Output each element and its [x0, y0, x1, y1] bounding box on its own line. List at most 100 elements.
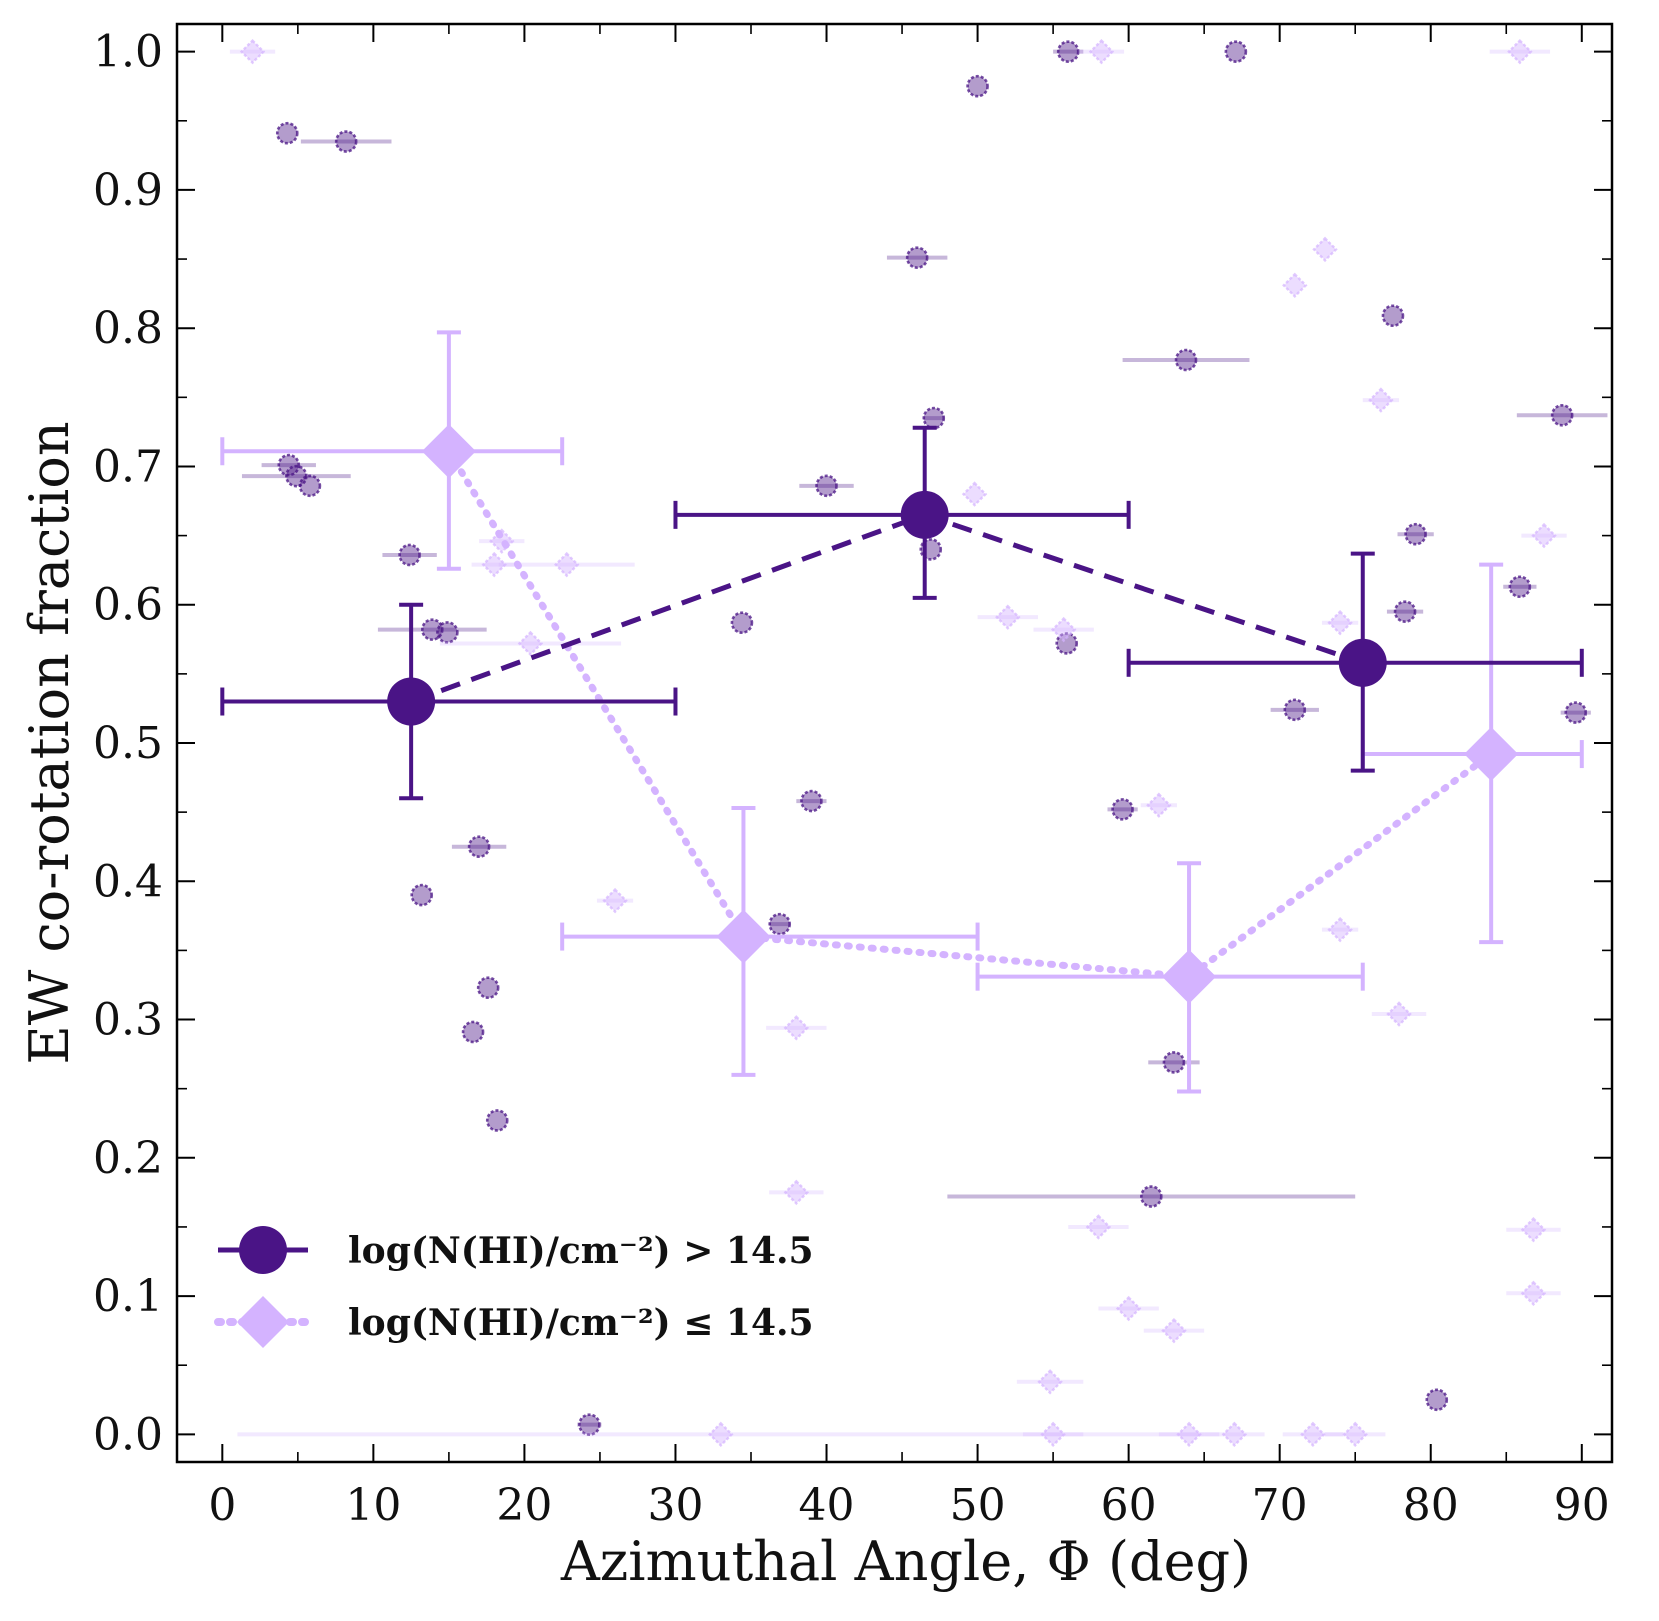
high-point: [1550, 404, 1574, 427]
legend-label-high: log(N(HI)/cm⁻²) > 14.5: [348, 1230, 814, 1272]
high-point: [1425, 1388, 1449, 1412]
low-point: [1312, 236, 1338, 263]
high-point: [334, 130, 358, 153]
low-point: [1507, 38, 1533, 65]
high-point: [1056, 40, 1080, 63]
y-tick-label: 0.3: [93, 995, 163, 1046]
high-point: [298, 474, 322, 498]
high-point: [1564, 701, 1588, 724]
high-point: [730, 611, 754, 635]
high-bin-marker: [1338, 638, 1387, 687]
high-point: [1174, 348, 1198, 372]
high-point: [1381, 304, 1405, 328]
legend-marker-low: [237, 1296, 289, 1348]
high-point: [922, 406, 946, 430]
y-tick-label: 0.7: [93, 441, 163, 492]
high-point: [1162, 1051, 1186, 1074]
high-point: [277, 453, 301, 477]
high-point: [800, 789, 823, 813]
x-tick-label: 90: [1554, 1480, 1610, 1531]
high-point: [1508, 575, 1532, 599]
x-tick-label: 60: [1101, 1480, 1157, 1531]
axis-ticks: [177, 24, 1612, 1462]
y-tick-label: 0.9: [93, 165, 163, 216]
high-point: [815, 474, 838, 498]
high-point: [966, 74, 989, 98]
low-bin-marker: [421, 424, 476, 479]
high-point: [420, 618, 444, 641]
high-point: [485, 1109, 509, 1132]
x-tick-label: 20: [496, 1480, 552, 1531]
binned-points: [220, 330, 1584, 1094]
y-tick-label: 0.5: [93, 718, 163, 769]
x-tick-label: 70: [1252, 1480, 1308, 1531]
x-tick-label: 0: [208, 1480, 236, 1531]
y-axis-title: EW co-rotation fraction: [18, 421, 81, 1064]
low-point: [1221, 1421, 1248, 1448]
x-tick-label: 30: [647, 1480, 703, 1531]
y-tick-label: 0.2: [93, 1133, 163, 1184]
x-axis-title: Azimuthal Angle, Φ (deg): [560, 1530, 1251, 1593]
legend-label-low: log(N(HI)/cm⁻²) ≤ 14.5: [348, 1302, 814, 1344]
high-bin-marker: [900, 490, 949, 539]
low-point: [1327, 916, 1353, 943]
high-point: [1139, 1185, 1163, 1208]
low-point: [1531, 522, 1557, 549]
low-point: [1342, 1421, 1368, 1448]
high-point: [398, 543, 421, 567]
low-point: [1327, 610, 1353, 636]
high-point: [436, 621, 459, 644]
low-point: [1368, 387, 1394, 413]
low-point: [1161, 1317, 1187, 1344]
low-point: [1520, 1280, 1547, 1307]
low-point: [481, 551, 507, 578]
high-point: [461, 1020, 485, 1044]
high-point: [1393, 600, 1417, 623]
low-point: [1040, 1421, 1066, 1448]
tick-labels: 0 10 20 30 40 50 60 70 80 90 0.0 0.1 0.2 0.3 0.4 0.5 0.6…: [93, 27, 1610, 1531]
low-point: [995, 604, 1021, 630]
low-point: [1520, 1217, 1547, 1243]
low-point: [1282, 272, 1308, 299]
low-point: [1088, 38, 1115, 65]
low-bin-marker: [1464, 727, 1519, 782]
high-point: [275, 121, 299, 145]
high-point: [1055, 632, 1078, 655]
low-point: [1085, 1214, 1112, 1240]
low-point: [1037, 1369, 1063, 1395]
y-tick-label: 0.4: [93, 856, 163, 907]
high-point: [1283, 698, 1307, 722]
low-point: [602, 887, 628, 914]
low-point: [1146, 792, 1172, 818]
x-tick-label: 40: [799, 1480, 855, 1531]
plot-frame: [175, 22, 1614, 1464]
y-tick-label: 1.0: [93, 27, 163, 78]
low-point: [1115, 1295, 1142, 1322]
low-point: [783, 1179, 810, 1206]
high-point: [1404, 522, 1427, 546]
low-bin-marker: [1162, 949, 1217, 1004]
low-point: [1176, 1421, 1202, 1448]
y-tick-label: 0.6: [93, 580, 163, 631]
x-tick-label: 80: [1403, 1480, 1459, 1531]
low-point: [961, 481, 988, 507]
high-point: [578, 1413, 601, 1436]
low-point: [708, 1421, 734, 1448]
high-point: [1111, 798, 1134, 821]
low-point: [554, 551, 580, 578]
high-point: [768, 912, 792, 936]
high-point: [410, 883, 434, 907]
high-point: [476, 976, 500, 1000]
low-binned-line: [445, 447, 1495, 981]
high-bin-marker: [387, 677, 436, 726]
high-point: [905, 246, 929, 269]
x-tick-label: 10: [345, 1480, 401, 1531]
x-tick-label: 50: [950, 1480, 1006, 1531]
high-point: [1224, 40, 1248, 63]
y-tick-label: 0.8: [93, 303, 163, 354]
low-point: [1386, 1001, 1412, 1027]
high-point: [467, 835, 491, 859]
y-tick-label: 0.0: [93, 1409, 163, 1460]
